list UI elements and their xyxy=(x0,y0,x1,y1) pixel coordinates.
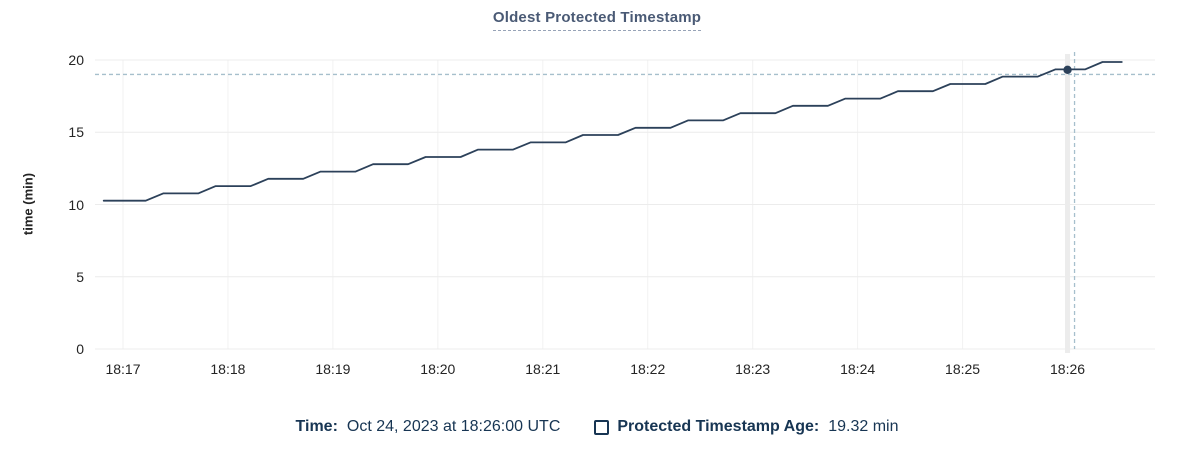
hover-point[interactable] xyxy=(1063,65,1072,75)
hover-time-value: Oct 24, 2023 at 18:26:00 UTC xyxy=(346,418,561,435)
plot-area[interactable] xyxy=(0,0,1194,410)
series-value: 19.32 min xyxy=(828,418,899,435)
chart-title-row: Oldest Protected Timestamp xyxy=(0,9,1194,31)
hover-band xyxy=(1065,54,1071,353)
series-checkbox-icon[interactable] xyxy=(594,419,610,435)
chart-title[interactable]: Oldest Protected Timestamp xyxy=(492,9,702,31)
hover-time-label: Time: xyxy=(295,418,338,435)
hover-time: Time: Oct 24, 2023 at 18:26:00 UTC xyxy=(296,418,561,436)
series-line xyxy=(102,61,1123,202)
series-label: Protected Timestamp Age: xyxy=(617,418,820,435)
hover-legend: Time: Oct 24, 2023 at 18:26:00 UTC Prote… xyxy=(0,418,1194,436)
hover-series: Protected Timestamp Age: 19.32 min xyxy=(594,418,898,436)
